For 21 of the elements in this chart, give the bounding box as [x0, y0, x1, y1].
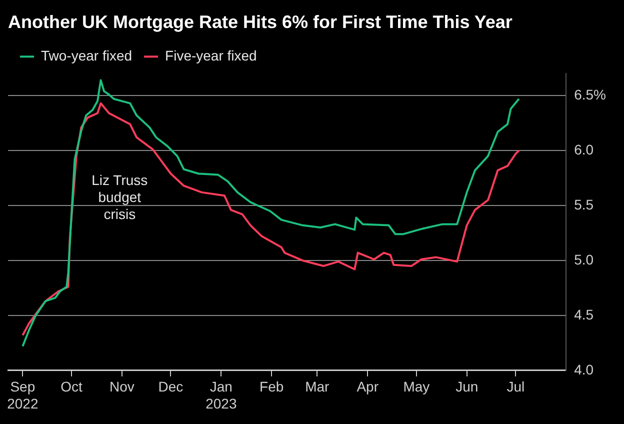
legend-label: Two-year fixed [41, 47, 132, 64]
annotation: Liz Truss budget crisis [92, 172, 148, 222]
x-tick-label: Nov [109, 378, 134, 395]
x-tick-label: Feb [260, 378, 284, 395]
y-tick-label: 6.0 [574, 141, 594, 158]
y-tick-label: 5.0 [574, 251, 594, 268]
chart-title: Another UK Mortgage Rate Hits 6% for First Time This Year [8, 12, 512, 32]
y-tick-label: 4.5 [574, 306, 594, 322]
x-tick-label: Jan 2023 [206, 378, 237, 412]
x-tick-label: Oct [60, 378, 82, 395]
y-tick-label: 5.5 [574, 196, 594, 212]
y-tick-label: 6.5% [574, 86, 606, 102]
x-tick-label: Jul [506, 378, 525, 395]
y-tick-label: 4.0 [574, 361, 594, 378]
x-tick-label: Jun [456, 378, 478, 395]
x-tick-label: May [403, 378, 430, 395]
legend-label: Five-year fixed [165, 47, 257, 64]
x-tick-label: Dec [158, 378, 184, 395]
x-tick-label: Apr [356, 378, 379, 395]
x-tick-label: Sep 2022 [7, 378, 38, 412]
x-tick-label: Mar [305, 378, 330, 395]
